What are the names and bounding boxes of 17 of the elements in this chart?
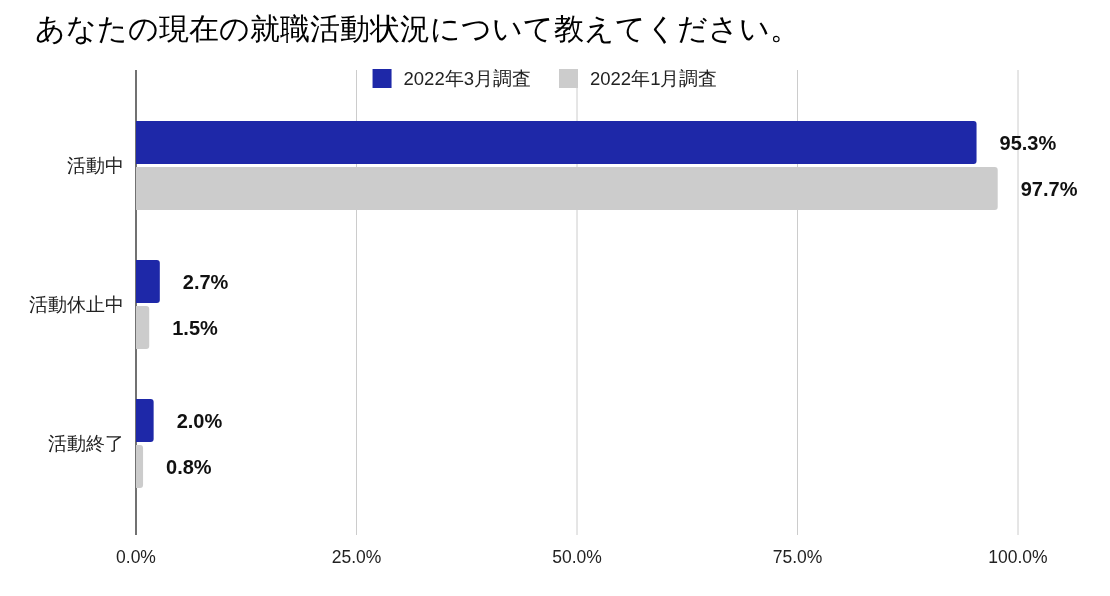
xtick: 75.0%: [772, 547, 823, 567]
value-label: 1.5%: [172, 316, 218, 339]
xtick: 100.0%: [988, 547, 1048, 567]
xtick: 25.0%: [331, 547, 382, 567]
value-label: 0.8%: [166, 455, 212, 478]
value-label: 97.7%: [1020, 177, 1078, 200]
xtick: 0.0%: [116, 547, 156, 567]
ytick: 活動中: [67, 154, 124, 176]
value-label: 95.3%: [999, 131, 1057, 154]
ytick: 活動終了: [48, 432, 124, 454]
title: あなたの現在の就職活動状況について教えてください。: [35, 12, 800, 45]
legend-label: 2022年3月調査: [403, 68, 531, 89]
xtick: 50.0%: [552, 547, 602, 567]
value-label: 2.0%: [176, 409, 223, 432]
value-label: 2.7%: [182, 270, 229, 293]
legend-label: 2022年1月調査: [590, 68, 718, 89]
ytick: 活動休止中: [29, 293, 124, 315]
